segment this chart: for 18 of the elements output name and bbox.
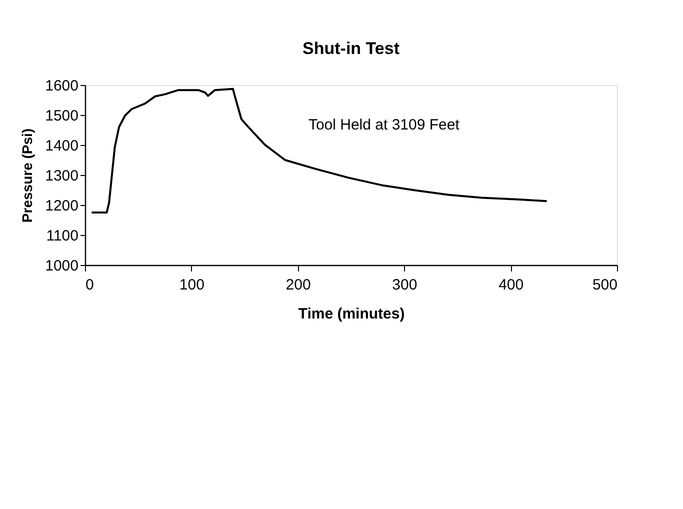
y-tick-label: 1600	[45, 78, 78, 94]
y-tick-label: 1400	[45, 138, 78, 154]
x-tick-label: 500	[592, 276, 618, 294]
x-axis-title: Time (minutes)	[298, 306, 405, 322]
x-tick-label: 300	[392, 276, 418, 294]
line-series	[90, 88, 548, 214]
y-tick-label: 1100	[46, 228, 78, 244]
x-tick-label: 100	[179, 276, 204, 294]
y-tick-label: 1000	[45, 258, 78, 274]
y-tick-label: 1200	[45, 198, 78, 214]
y-axis-title: Pressure (Psi)	[19, 128, 36, 223]
y-tick-label: 1500	[45, 108, 78, 124]
y-tick-label: 1300	[45, 168, 78, 184]
x-tick-label: 0	[86, 276, 94, 294]
chart-title: Shut-in Test	[302, 39, 400, 58]
annotation: Tool Held at 3109 Feet	[308, 116, 460, 134]
x-tick-label: 400	[498, 276, 524, 294]
x-tick-label: 200	[286, 276, 311, 294]
